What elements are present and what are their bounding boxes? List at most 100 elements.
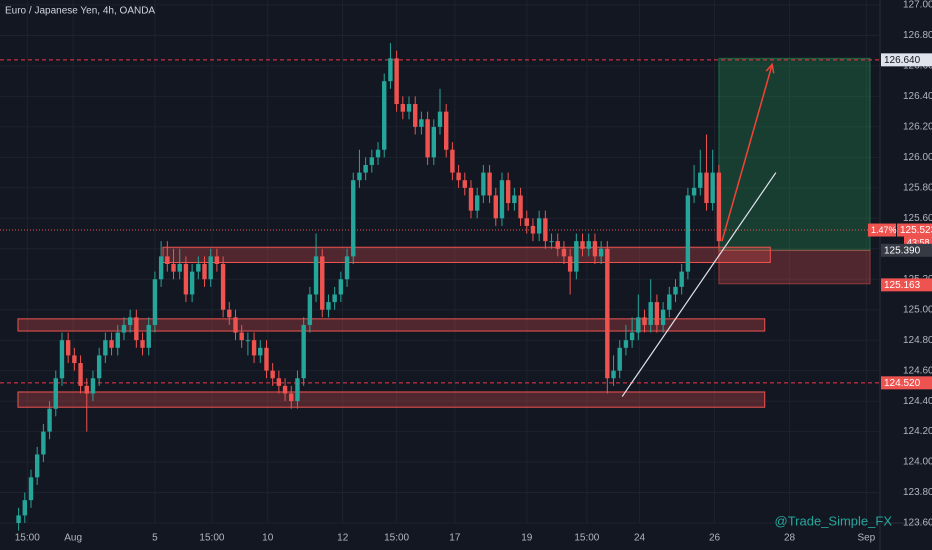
watermark: @Trade_Simple_FX	[775, 513, 893, 528]
candle-body	[536, 218, 542, 234]
y-tick-label: 124.200	[903, 426, 932, 437]
candle-body	[388, 58, 393, 82]
candle-body	[406, 104, 412, 112]
candle-body	[382, 81, 387, 150]
x-tick-label: 15:00	[384, 533, 409, 544]
x-tick-label: 12	[337, 533, 349, 544]
candle-body	[636, 317, 641, 333]
candle-body	[400, 104, 406, 112]
candle-body	[103, 340, 108, 356]
candle-body	[301, 324, 306, 379]
candle-body	[41, 431, 46, 455]
stop-zone	[718, 249, 871, 285]
candle-body	[282, 385, 288, 394]
price-label-bg	[881, 53, 932, 67]
candle-body	[654, 302, 660, 325]
candle-body	[146, 324, 151, 348]
candle-body	[549, 241, 554, 243]
candle-body	[28, 477, 34, 501]
x-tick-label: 26	[709, 533, 721, 544]
candle-body	[716, 172, 722, 242]
y-tick-label: 124.000	[903, 457, 932, 468]
candle-body	[499, 180, 505, 219]
candle-body	[152, 279, 158, 325]
candle-body	[326, 302, 331, 310]
candle-body	[369, 157, 375, 165]
arrow-head	[765, 62, 775, 74]
y-tick-label: 126.400	[903, 91, 932, 102]
candle-body	[344, 256, 350, 280]
candle-body	[289, 393, 294, 402]
candle-body	[710, 172, 715, 204]
candle-body	[580, 241, 585, 249]
candle-body	[208, 256, 213, 280]
x-tick-label: 5	[152, 533, 158, 544]
candle-body	[431, 126, 437, 158]
candle-body	[425, 119, 430, 158]
candle-body	[598, 248, 604, 257]
candle-body	[574, 241, 579, 272]
candle-body	[351, 180, 356, 257]
candle-body	[357, 172, 362, 181]
y-tick-label: 125.800	[903, 182, 932, 193]
x-tick-label: 10	[262, 533, 274, 544]
candle-body	[251, 340, 257, 356]
candle-body	[592, 241, 598, 257]
candle-body	[642, 317, 647, 325]
candle-body	[313, 256, 319, 295]
candle-body	[512, 195, 517, 204]
candle-body	[561, 248, 567, 257]
candle-body	[220, 264, 226, 310]
x-tick-label: Sep	[857, 533, 875, 544]
price-label: 125.163	[884, 280, 921, 291]
candle-body	[264, 347, 269, 371]
candle-body	[53, 378, 58, 409]
change-label: 1.47%	[871, 225, 897, 235]
price-label-bg	[881, 243, 932, 257]
candle-body	[65, 340, 71, 356]
candle-body	[78, 363, 83, 386]
candle-body	[679, 271, 684, 287]
price-label-bg	[897, 223, 932, 237]
candle-body	[165, 256, 170, 264]
price-label-bg	[881, 278, 932, 292]
candle-body	[338, 279, 344, 295]
candle-body	[698, 172, 703, 188]
candle-body	[456, 172, 461, 181]
x-tick-label: 17	[449, 533, 461, 544]
candle-body	[648, 302, 653, 325]
candle-body	[121, 324, 127, 333]
candle-body	[524, 218, 529, 226]
candle-body	[183, 264, 189, 295]
x-tick-label: 15:00	[574, 533, 599, 544]
price-label: 126.640	[884, 55, 921, 66]
candle-body	[96, 355, 102, 379]
candle-body	[258, 347, 263, 356]
candle-body	[59, 340, 65, 379]
candle-body	[295, 378, 300, 402]
candle-body	[617, 347, 622, 371]
candle-body	[543, 218, 548, 242]
candle-body	[90, 378, 96, 394]
candle-body	[567, 256, 573, 272]
candle-body	[611, 370, 616, 379]
y-tick-label: 123.600	[903, 518, 932, 529]
trendline	[621, 172, 777, 397]
candle-body	[605, 248, 610, 379]
arrow	[721, 64, 773, 242]
x-tick-label: 28	[784, 533, 796, 544]
candle-body	[84, 385, 89, 394]
candle-body	[127, 317, 133, 325]
y-tick-label: 125.000	[903, 304, 932, 315]
candle-body	[233, 317, 238, 333]
y-tick-label: 124.400	[903, 396, 932, 407]
y-tick-label: 123.800	[903, 487, 932, 498]
candle-body	[667, 294, 672, 310]
x-tick-label: 15:00	[15, 533, 40, 544]
candle-body	[276, 378, 282, 386]
candle-body	[245, 340, 251, 342]
candle-body	[505, 180, 511, 204]
candle-body	[307, 294, 313, 325]
zone	[17, 391, 766, 408]
candle-body	[196, 264, 201, 272]
